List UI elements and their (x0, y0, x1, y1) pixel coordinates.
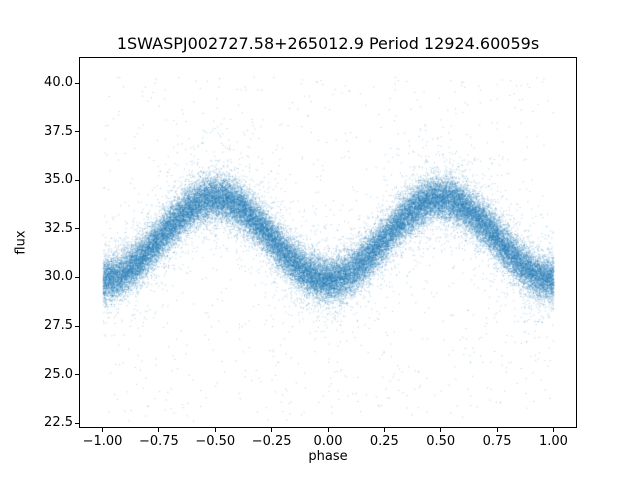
x-tick-label: 0.50 (426, 434, 456, 449)
y-tick-label: 40.0 (44, 75, 73, 91)
x-tick-mark (383, 428, 385, 432)
x-tick-label: 1.00 (538, 434, 568, 449)
y-tick-mark (75, 131, 79, 133)
x-tick-mark (271, 428, 273, 432)
y-tick-mark (75, 82, 79, 84)
x-tick-label: −1.00 (82, 434, 123, 449)
y-tick-mark (75, 276, 79, 278)
y-tick-label: 35.0 (44, 172, 73, 188)
x-tick-label: 0.25 (369, 434, 399, 449)
x-tick-mark (552, 428, 554, 432)
y-tick-label: 37.5 (44, 123, 73, 139)
plot-area (79, 57, 577, 428)
x-axis-label: phase (308, 449, 348, 464)
x-tick-mark (158, 428, 160, 432)
y-tick-mark (75, 422, 79, 424)
y-tick-label: 30.0 (44, 269, 73, 285)
y-tick-label: 25.0 (44, 366, 73, 382)
x-tick-label: −0.75 (138, 434, 179, 449)
y-tick-mark (75, 325, 79, 327)
x-tick-mark (214, 428, 216, 432)
y-tick-label: 22.5 (44, 415, 73, 431)
x-tick-label: 0.00 (313, 434, 343, 449)
y-tick-mark (75, 228, 79, 230)
y-tick-mark (75, 179, 79, 181)
y-tick-mark (75, 374, 79, 376)
x-tick-mark (496, 428, 498, 432)
y-axis-label: flux (13, 230, 29, 255)
scatter-canvas (80, 58, 576, 427)
y-tick-label: 32.5 (44, 220, 73, 236)
y-tick-label: 27.5 (44, 318, 73, 333)
x-tick-mark (327, 428, 329, 432)
x-tick-label: −0.25 (251, 434, 292, 449)
x-tick-label: 0.75 (482, 434, 512, 449)
x-tick-mark (102, 428, 104, 432)
x-tick-label: −0.50 (195, 434, 236, 449)
x-tick-mark (440, 428, 442, 432)
chart-title: 1SWASPJ002727.58+265012.9 Period 12924.6… (116, 34, 540, 53)
